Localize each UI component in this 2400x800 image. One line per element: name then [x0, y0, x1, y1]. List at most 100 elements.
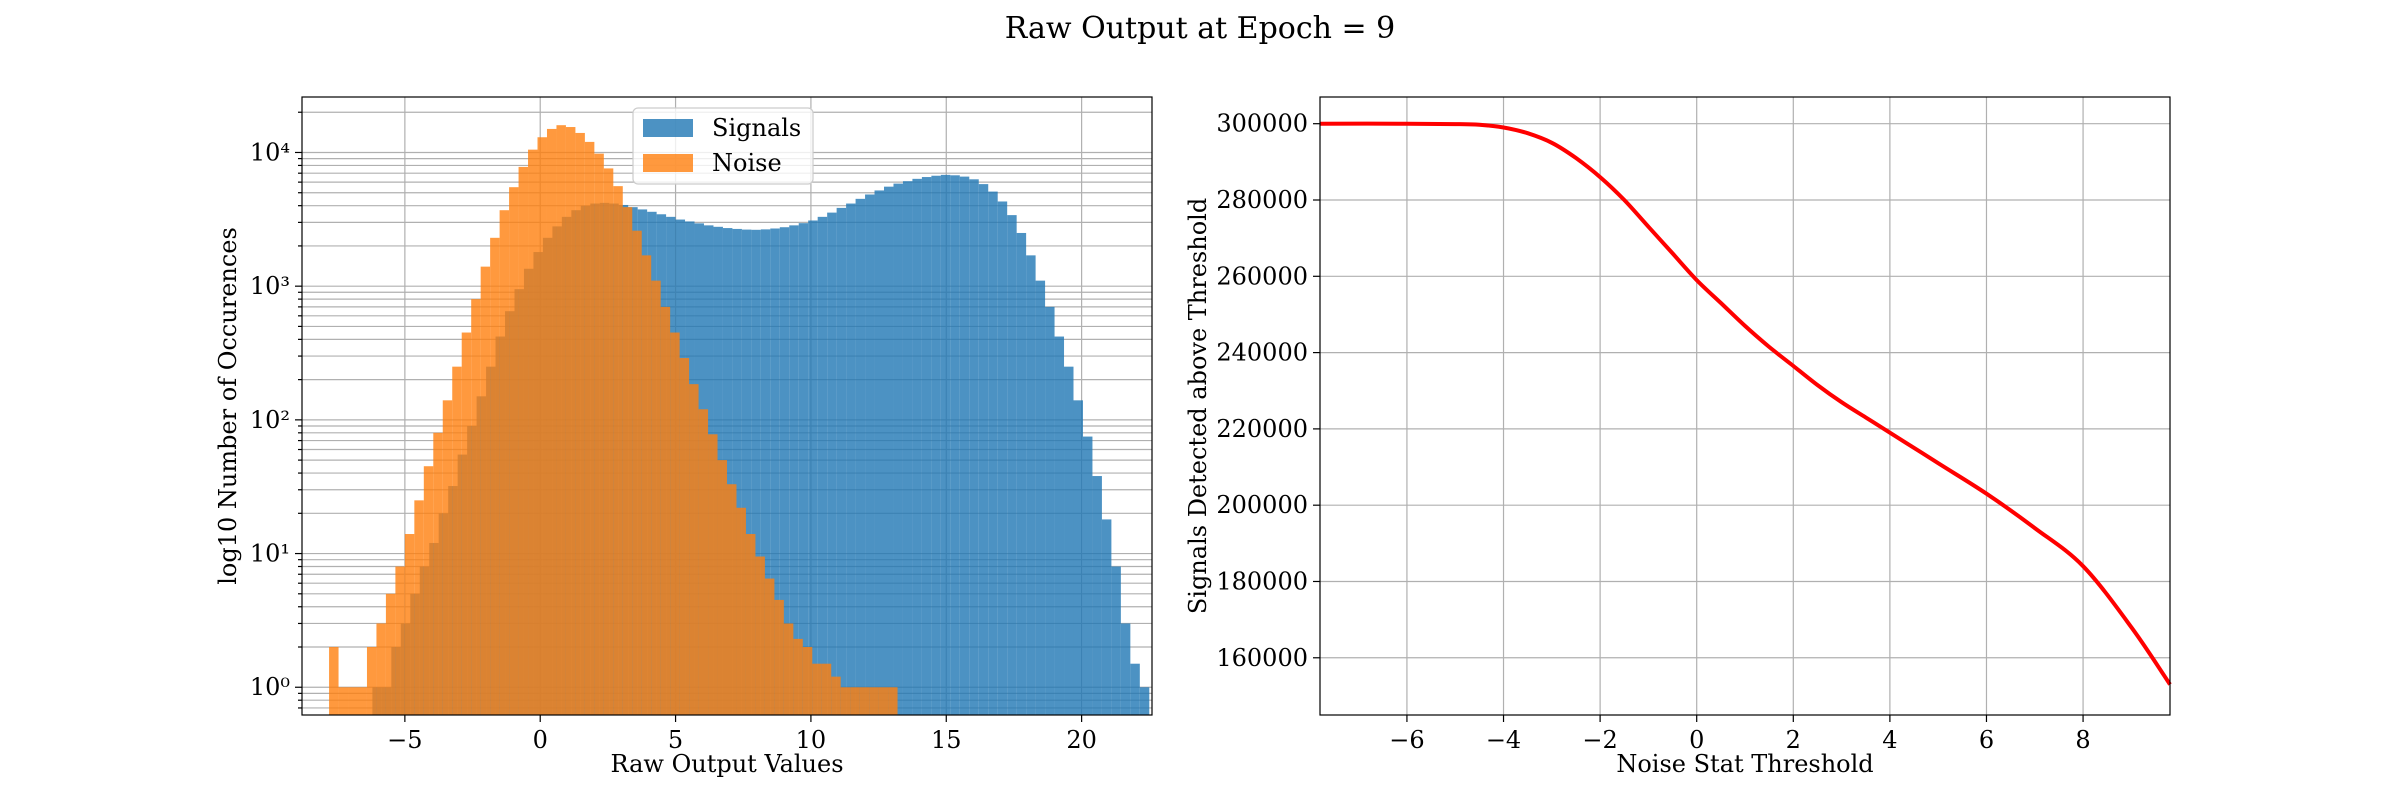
signals-histogram-bar	[1111, 566, 1121, 715]
noise-histogram-bar	[490, 237, 500, 715]
signals-detected-curve	[1319, 121, 2172, 686]
signals-histogram-bar	[1120, 623, 1131, 715]
signals-histogram-bar	[1016, 232, 1027, 715]
noise-histogram-bar	[414, 500, 424, 715]
line-chart-x-ticks: −6 −4 −2 0 2 4 6 8	[1389, 715, 2091, 754]
histogram-y-tick-label: 10⁴	[250, 138, 290, 166]
noise-histogram-bar	[518, 166, 529, 715]
line-chart-x-tick-label: 4	[1882, 726, 1897, 754]
signals-histogram-bar	[1082, 436, 1093, 715]
noise-histogram-bar	[679, 358, 690, 715]
line-chart-y-tick-label: 160000	[1216, 644, 1308, 672]
line-chart-y-tick-label: 240000	[1216, 339, 1308, 367]
histogram-x-tick-label: 5	[668, 726, 683, 754]
histogram-panel: −5 0 5 10 15 20 10⁰ 10¹ 10² 10³ 10⁴ Raw Output Va…	[214, 96, 1153, 778]
histogram-plot-frame	[301, 96, 1153, 716]
noise-histogram-bar	[509, 187, 519, 716]
noise-histogram-bar	[888, 687, 898, 715]
noise-histogram-bar	[878, 687, 889, 715]
signals-histogram-bar	[1035, 280, 1046, 715]
line-chart-y-tick-label: 200000	[1216, 491, 1308, 519]
line-chart-x-axis-label: Noise Stat Threshold	[1616, 750, 1873, 778]
signals-histogram-bar	[940, 174, 951, 716]
noise-histogram-bar	[641, 255, 652, 715]
signals-histogram-bar	[1064, 366, 1074, 715]
noise-histogram-bar	[584, 141, 595, 715]
noise-histogram-bar	[575, 132, 585, 716]
noise-histogram-bars	[329, 125, 898, 716]
noise-histogram-bar	[840, 687, 851, 715]
noise-histogram-bar	[613, 186, 623, 715]
noise-histogram-bar	[859, 687, 870, 715]
histogram-y-axis-label: log10 Number of Occurences	[214, 227, 242, 585]
noise-histogram-bar	[850, 687, 860, 715]
histogram-legend[interactable]: Signals Noise	[632, 107, 814, 185]
noise-histogram-bar	[745, 534, 756, 715]
signals-histogram-bar	[884, 186, 894, 715]
noise-histogram-bar	[376, 623, 386, 715]
legend-label-signals: Signals	[712, 114, 801, 142]
signals-histogram-bar	[751, 229, 761, 716]
noise-histogram-bar	[433, 432, 443, 715]
noise-histogram-bar	[869, 687, 879, 715]
signals-histogram-bar	[1054, 336, 1065, 715]
noise-histogram-bar	[698, 409, 709, 715]
signals-histogram-bar	[817, 216, 828, 715]
signals-histogram-bar	[760, 229, 771, 715]
noise-histogram-bar	[793, 638, 803, 715]
noise-histogram-bar	[689, 384, 699, 715]
histogram-x-tick-label: 20	[1066, 726, 1097, 754]
legend-swatch-signals	[643, 119, 693, 137]
noise-histogram-bar	[670, 332, 680, 715]
noise-histogram-bar	[764, 578, 775, 715]
signals-histogram-bar	[732, 228, 742, 715]
signals-histogram-bar	[770, 228, 780, 715]
noise-histogram-bar	[452, 366, 462, 715]
noise-histogram-bar	[717, 460, 727, 715]
signals-histogram-bar	[997, 201, 1008, 715]
line-chart-y-tick-label: 300000	[1216, 110, 1308, 138]
noise-histogram-bar	[821, 663, 832, 715]
noise-histogram-bar	[366, 646, 377, 715]
histogram-x-tick-label: 10	[796, 726, 827, 754]
signals-histogram-bar	[931, 175, 941, 716]
signals-histogram-bar	[912, 178, 922, 716]
noise-histogram-bar	[528, 149, 538, 716]
noise-histogram-bar	[499, 210, 510, 716]
line-chart-x-tick-label: 8	[2075, 726, 2090, 754]
noise-histogram-bar	[471, 299, 481, 715]
noise-histogram-bar	[812, 663, 822, 715]
noise-histogram-bar	[708, 434, 718, 715]
line-chart-x-tick-label: 6	[1979, 726, 1994, 754]
signals-histogram-bar	[902, 181, 913, 716]
noise-histogram-bar	[736, 507, 746, 715]
signals-histogram-bar	[893, 183, 903, 715]
noise-histogram-bar	[537, 137, 547, 715]
noise-histogram-bar	[461, 332, 472, 715]
line-chart-y-tick-label: 180000	[1216, 567, 1308, 595]
signals-histogram-bar	[855, 198, 866, 716]
noise-histogram-bar	[546, 128, 557, 715]
noise-histogram-bar	[831, 676, 841, 715]
noise-histogram-bar	[329, 646, 339, 715]
noise-histogram-bar	[802, 646, 813, 715]
line-chart-grid	[1320, 97, 2170, 715]
figure-title: Raw Output at Epoch = 9	[1005, 11, 1396, 46]
signals-histogram-bar	[1073, 400, 1083, 715]
signals-histogram-bar	[779, 227, 790, 716]
signals-histogram-bar	[988, 191, 998, 716]
noise-histogram-bar	[727, 484, 737, 715]
noise-histogram-bar	[556, 125, 566, 715]
noise-histogram-bar	[783, 623, 794, 715]
signals-histogram-bar	[959, 176, 970, 715]
line-chart-x-tick-label: −2	[1582, 726, 1617, 754]
signals-histogram-bar	[1026, 255, 1036, 715]
signals-histogram-bar	[921, 177, 932, 715]
noise-histogram-bar	[338, 687, 349, 715]
line-chart-x-tick-label: −4	[1486, 726, 1521, 754]
legend-label-noise: Noise	[712, 149, 782, 177]
signals-histogram-bar	[1045, 306, 1055, 715]
signals-histogram-bar	[950, 175, 960, 715]
line-chart-y-tick-label: 280000	[1216, 186, 1308, 214]
